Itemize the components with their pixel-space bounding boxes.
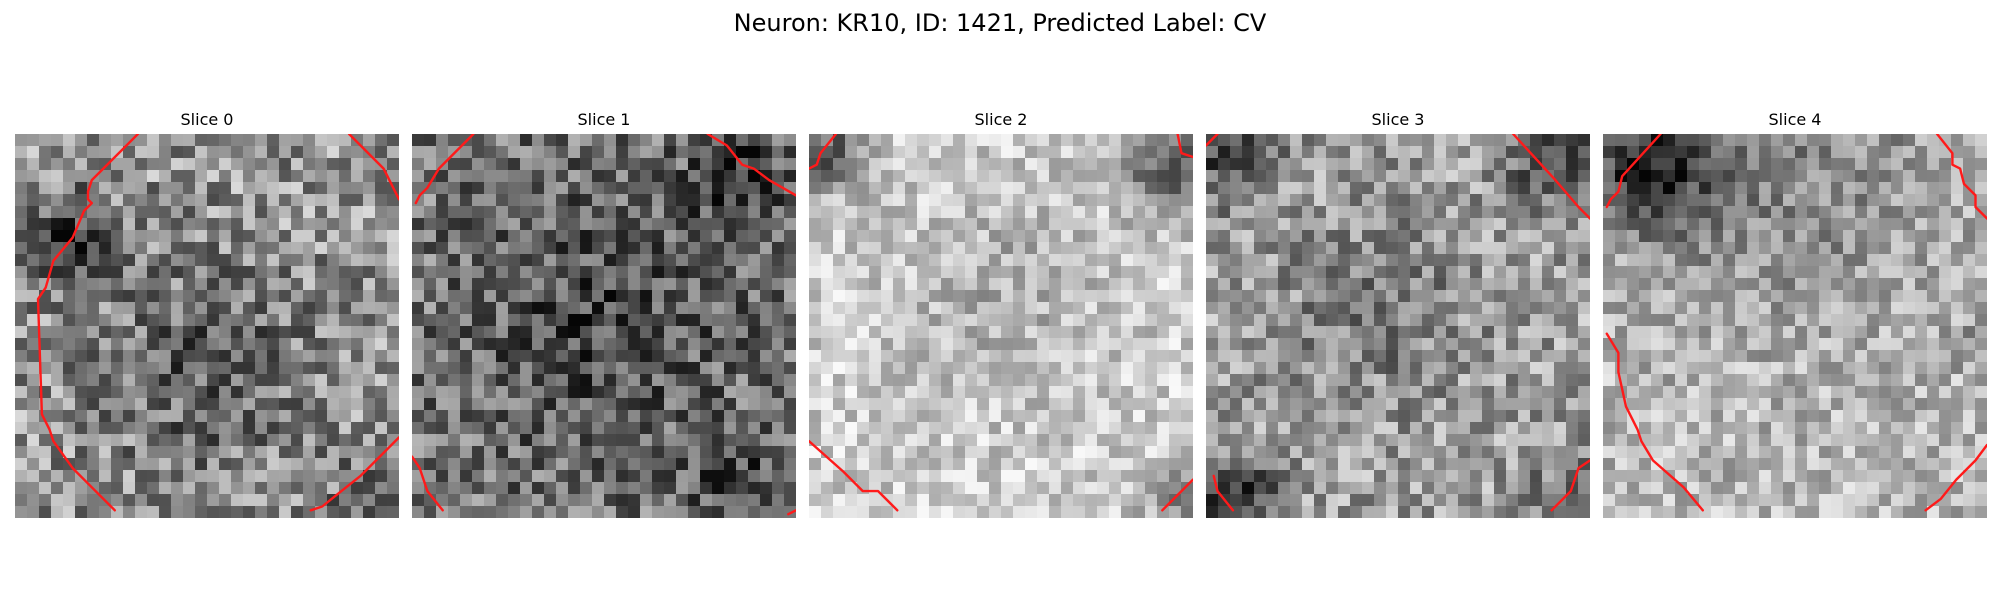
slice-title-1: Slice 1 <box>577 110 631 129</box>
slice-title-0: Slice 0 <box>180 110 234 129</box>
contour-line-3-2 <box>1212 474 1235 512</box>
contour-line-4-1 <box>1935 134 1987 220</box>
slice-title-2: Slice 2 <box>974 110 1028 129</box>
contour-line-3-1 <box>1512 134 1590 220</box>
slice-image-1 <box>412 134 796 518</box>
contour-line-2-1 <box>1176 134 1193 159</box>
contour-line-4-3 <box>1924 443 1987 512</box>
slice-title-4: Slice 4 <box>1768 110 1822 129</box>
contour-line-0-1 <box>347 134 399 201</box>
contour-line-1-3 <box>787 509 796 516</box>
contour-line-2-3 <box>1161 478 1193 512</box>
slice-panel-4: Slice 4 <box>1603 108 1987 524</box>
contour-line-1-2 <box>412 455 444 512</box>
contour-line-3-3 <box>1550 459 1590 512</box>
contour-line-4-2 <box>1605 332 1705 512</box>
slice-panel-2: Slice 2 <box>809 108 1193 524</box>
figure-title: Neuron: KR10, ID: 1421, Predicted Label:… <box>733 9 1267 37</box>
contour-line-4-0 <box>1605 134 1662 209</box>
contour-line-1-0 <box>414 134 475 205</box>
slice-image-0 <box>15 134 399 518</box>
slice-image-4 <box>1603 134 1987 518</box>
slice-image-3 <box>1206 134 1590 518</box>
contour-line-2-0 <box>809 134 838 170</box>
contour-line-0-2 <box>309 436 399 512</box>
contour-line-1-1 <box>706 134 796 197</box>
slice-panel-1: Slice 1 <box>412 108 796 524</box>
contour-line-2-2 <box>809 440 899 512</box>
slice-panel-0: Slice 0 <box>15 108 399 524</box>
contour-line-0-0 <box>36 134 140 512</box>
contour-line-3-0 <box>1206 134 1219 147</box>
slice-image-2 <box>809 134 1193 518</box>
slice-panel-3: Slice 3 <box>1206 108 1590 524</box>
slice-title-3: Slice 3 <box>1371 110 1425 129</box>
